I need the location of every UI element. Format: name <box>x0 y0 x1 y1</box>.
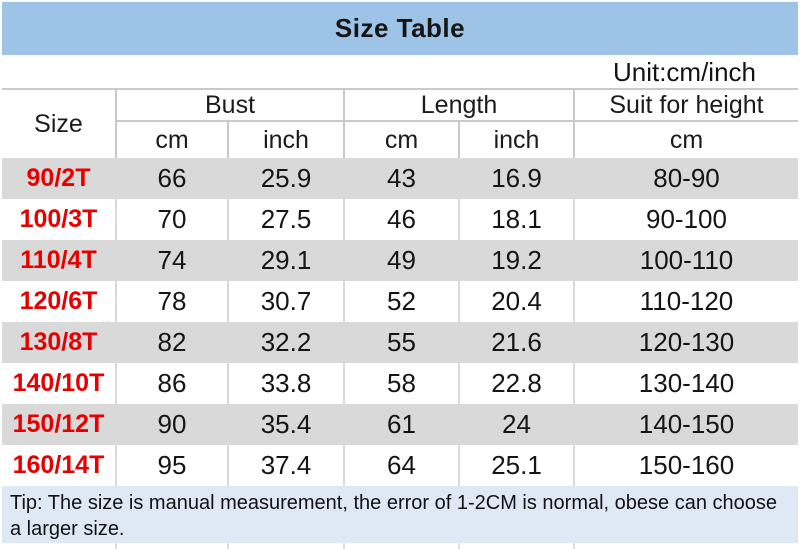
table-row: 130/8T 82 32.2 55 21.6 120-130 <box>2 322 798 363</box>
cell-bust-inch: 35.4 <box>227 404 343 445</box>
cell-bust-cm: 74 <box>115 240 227 281</box>
bottom-strip-cell <box>343 543 458 549</box>
cell-length-cm: 43 <box>343 158 458 199</box>
subheader-length-cm: cm <box>343 122 458 158</box>
subheader-bust-cm: cm <box>115 122 227 158</box>
page-title: Size Table <box>334 13 466 43</box>
cell-bust-cm: 78 <box>115 281 227 322</box>
cell-length-cm: 55 <box>343 322 458 363</box>
cell-size: 130/8T <box>19 328 98 356</box>
cell-length-cm: 49 <box>343 240 458 281</box>
cell-length-inch: 25.1 <box>458 445 573 486</box>
cell-bust-cm: 86 <box>115 363 227 404</box>
cell-length-cm: 64 <box>343 445 458 486</box>
cell-size: 110/4T <box>20 246 97 274</box>
cell-bust-inch: 32.2 <box>227 322 343 363</box>
cell-bust-inch: 37.4 <box>227 445 343 486</box>
table-row: 150/12T 90 35.4 61 24 140-150 <box>2 404 798 445</box>
table-row: 140/10T 86 33.8 58 22.8 130-140 <box>2 363 798 404</box>
title-band: Size Table <box>2 2 798 55</box>
table-row: 100/3T 70 27.5 46 18.1 90-100 <box>2 199 798 240</box>
column-header-bust: Bust <box>115 90 343 122</box>
table-header: Size Bust Length Suit for height cm inch… <box>2 88 798 158</box>
bottom-strip-cell <box>573 543 798 549</box>
cell-size: 90/2T <box>26 164 91 192</box>
cell-bust-cm: 90 <box>115 404 227 445</box>
cell-bust-inch: 29.1 <box>227 240 343 281</box>
bottom-strip-cell <box>2 543 115 549</box>
cell-size: 160/14T <box>12 451 105 479</box>
cell-length-inch: 16.9 <box>458 158 573 199</box>
cell-size: 100/3T <box>19 205 98 233</box>
cell-height-range: 150-160 <box>573 445 798 486</box>
cell-length-cm: 58 <box>343 363 458 404</box>
cell-length-inch: 20.4 <box>458 281 573 322</box>
column-header-size: Size <box>34 109 83 138</box>
cell-size: 140/10T <box>12 369 105 397</box>
cropped-bottom-row <box>2 543 798 549</box>
cell-length-inch: 19.2 <box>458 240 573 281</box>
cell-bust-inch: 30.7 <box>227 281 343 322</box>
table-row: 90/2T 66 25.9 43 16.9 80-90 <box>2 158 798 199</box>
cell-length-cm: 61 <box>343 404 458 445</box>
subheader-length-inch: inch <box>458 122 573 158</box>
cell-length-inch: 21.6 <box>458 322 573 363</box>
table-row: 160/14T 95 37.4 64 25.1 150-160 <box>2 445 798 486</box>
cell-height-range: 140-150 <box>573 404 798 445</box>
cell-length-inch: 22.8 <box>458 363 573 404</box>
cell-height-range: 120-130 <box>573 322 798 363</box>
table-row: 120/6T 78 30.7 52 20.4 110-120 <box>2 281 798 322</box>
bottom-strip-cell <box>458 543 573 549</box>
unit-label: Unit:cm/inch <box>612 57 757 87</box>
column-header-suit-for-height: Suit for height <box>573 90 798 122</box>
tip-text: Tip: The size is manual measurement, the… <box>10 492 778 540</box>
tip-note: Tip: The size is manual measurement, the… <box>2 486 798 543</box>
cell-height-range: 80-90 <box>573 158 798 199</box>
subheader-bust-inch: inch <box>227 122 343 158</box>
cell-bust-inch: 33.8 <box>227 363 343 404</box>
cell-height-range: 100-110 <box>573 240 798 281</box>
cell-length-cm: 52 <box>343 281 458 322</box>
subheader-height-cm: cm <box>573 122 798 158</box>
bottom-strip-cell <box>227 543 343 549</box>
table-row: 110/4T 74 29.1 49 19.2 100-110 <box>2 240 798 281</box>
cell-bust-cm: 66 <box>115 158 227 199</box>
cell-bust-inch: 25.9 <box>227 158 343 199</box>
cell-length-cm: 46 <box>343 199 458 240</box>
cell-bust-cm: 70 <box>115 199 227 240</box>
cell-height-range: 90-100 <box>573 199 798 240</box>
cell-bust-cm: 95 <box>115 445 227 486</box>
column-header-length: Length <box>343 90 573 122</box>
cell-length-inch: 18.1 <box>458 199 573 240</box>
cell-height-range: 130-140 <box>573 363 798 404</box>
bottom-strip-cell <box>115 543 227 549</box>
cell-bust-cm: 82 <box>115 322 227 363</box>
cell-size: 120/6T <box>19 287 98 315</box>
cell-height-range: 110-120 <box>573 281 798 322</box>
cell-length-inch: 24 <box>458 404 573 445</box>
cell-size: 150/12T <box>12 410 105 438</box>
unit-row: Unit:cm/inch <box>2 55 798 88</box>
cell-bust-inch: 27.5 <box>227 199 343 240</box>
